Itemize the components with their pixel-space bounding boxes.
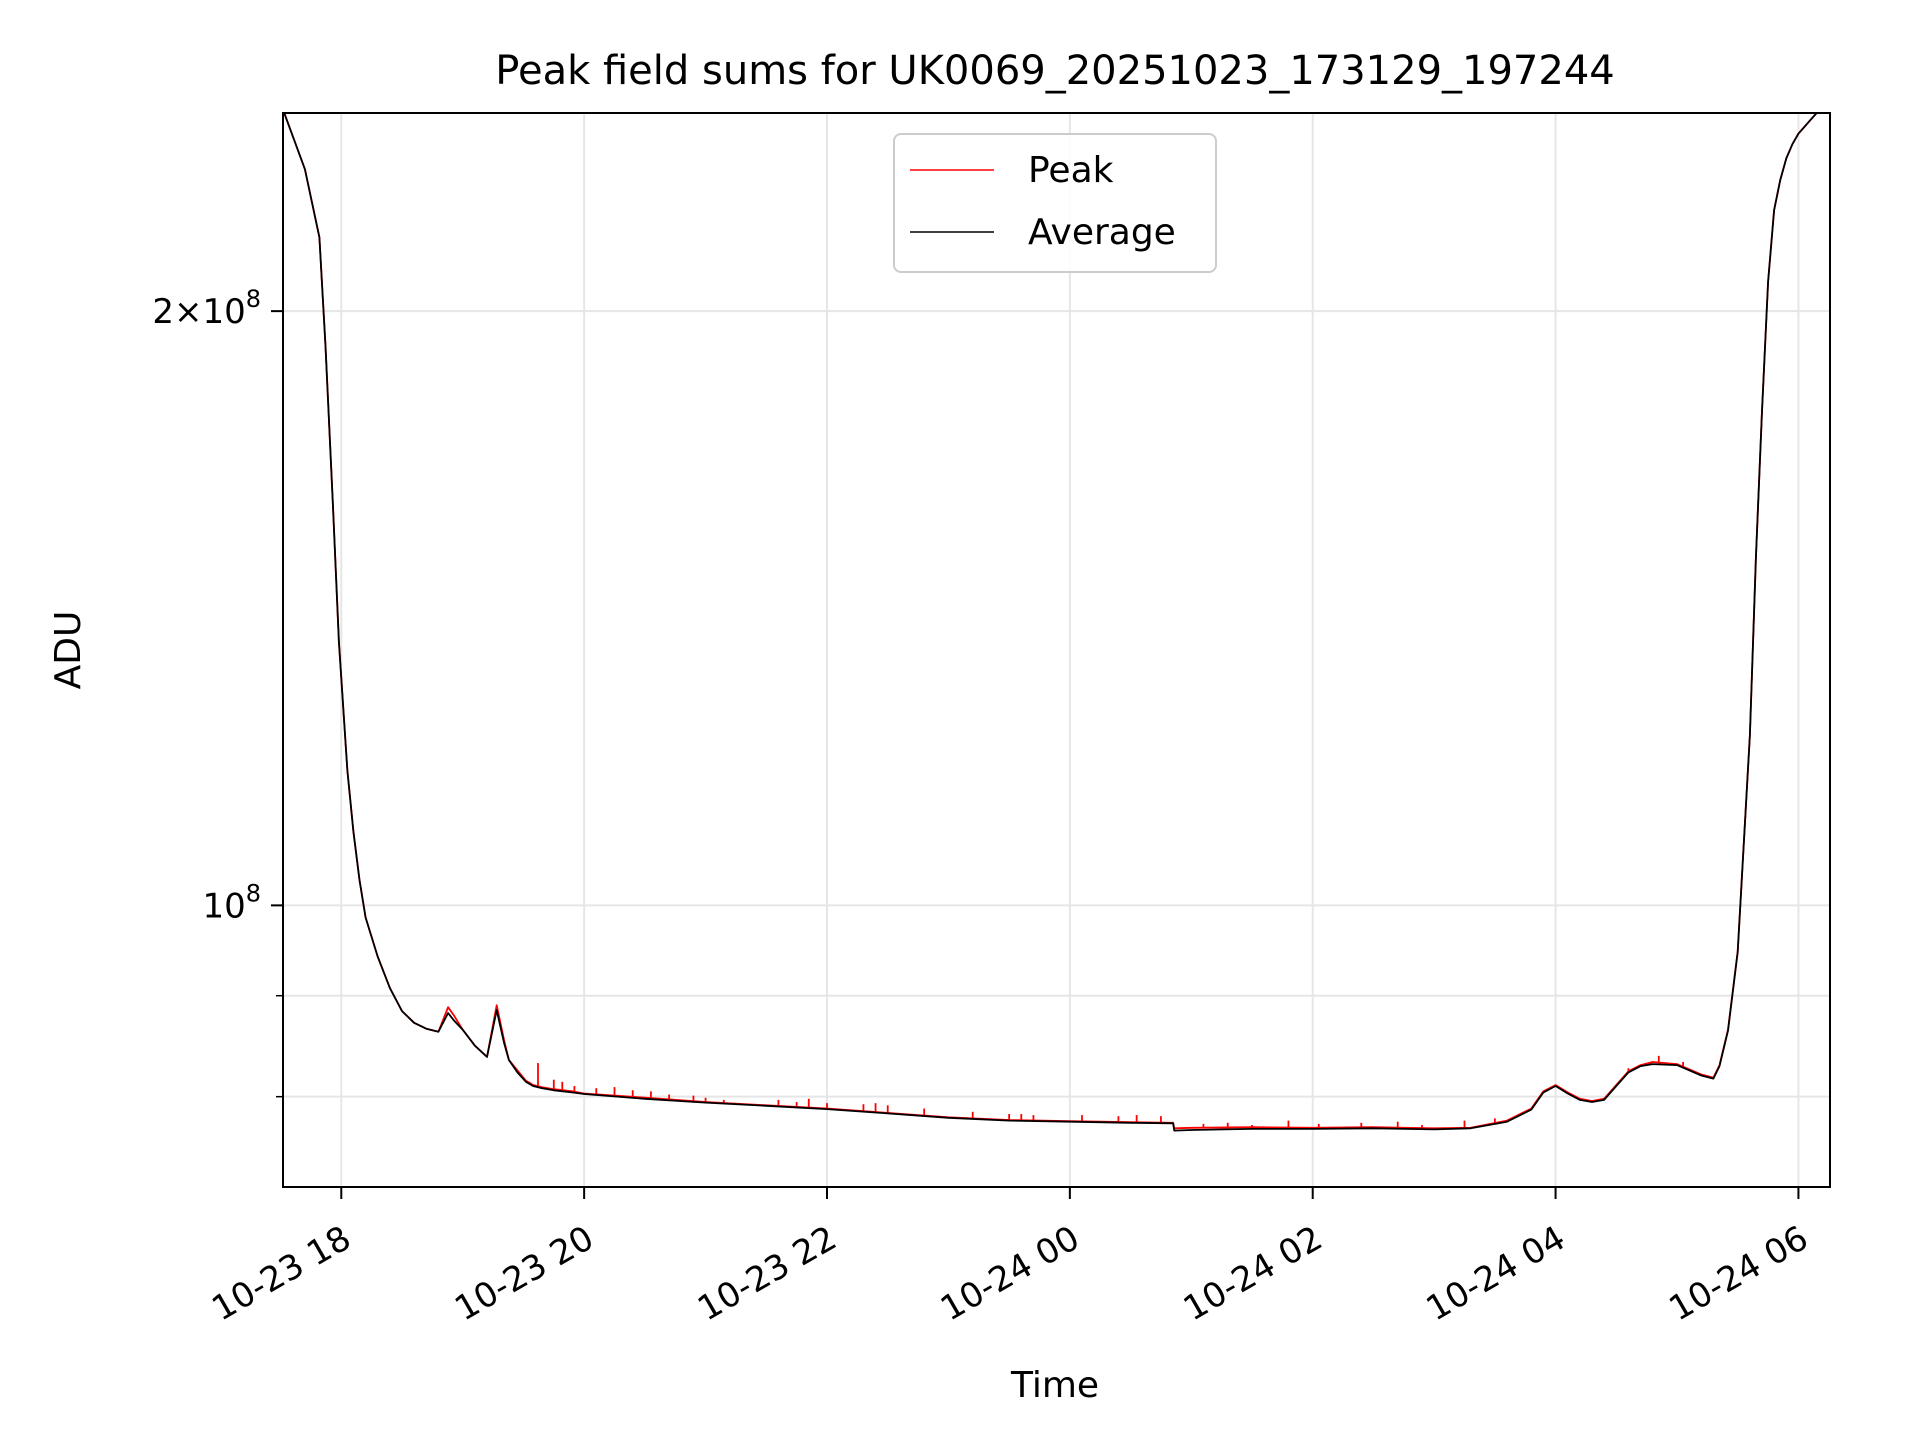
y-axis-label: ADU — [48, 611, 89, 690]
legend-average-label: Average — [1028, 212, 1176, 253]
chart-title: Peak field sums for UK0069_20251023_1731… — [495, 48, 1614, 94]
x-axis-label: Time — [1010, 1365, 1099, 1406]
legend: Peak Average — [893, 133, 1217, 273]
average-series-line-group — [283, 113, 1818, 1132]
axes-frame — [282, 112, 1831, 1188]
legend-peak-label: Peak — [1028, 150, 1114, 191]
y-axis: 108 2×108 — [152, 285, 283, 1098]
grid — [283, 113, 1830, 1187]
y-tick-label: 2×108 — [152, 285, 261, 332]
average-series-line — [283, 113, 1818, 1132]
series-layer — [283, 113, 1818, 1132]
y-tick-label: 108 — [202, 879, 261, 926]
legend-box — [893, 133, 1217, 273]
